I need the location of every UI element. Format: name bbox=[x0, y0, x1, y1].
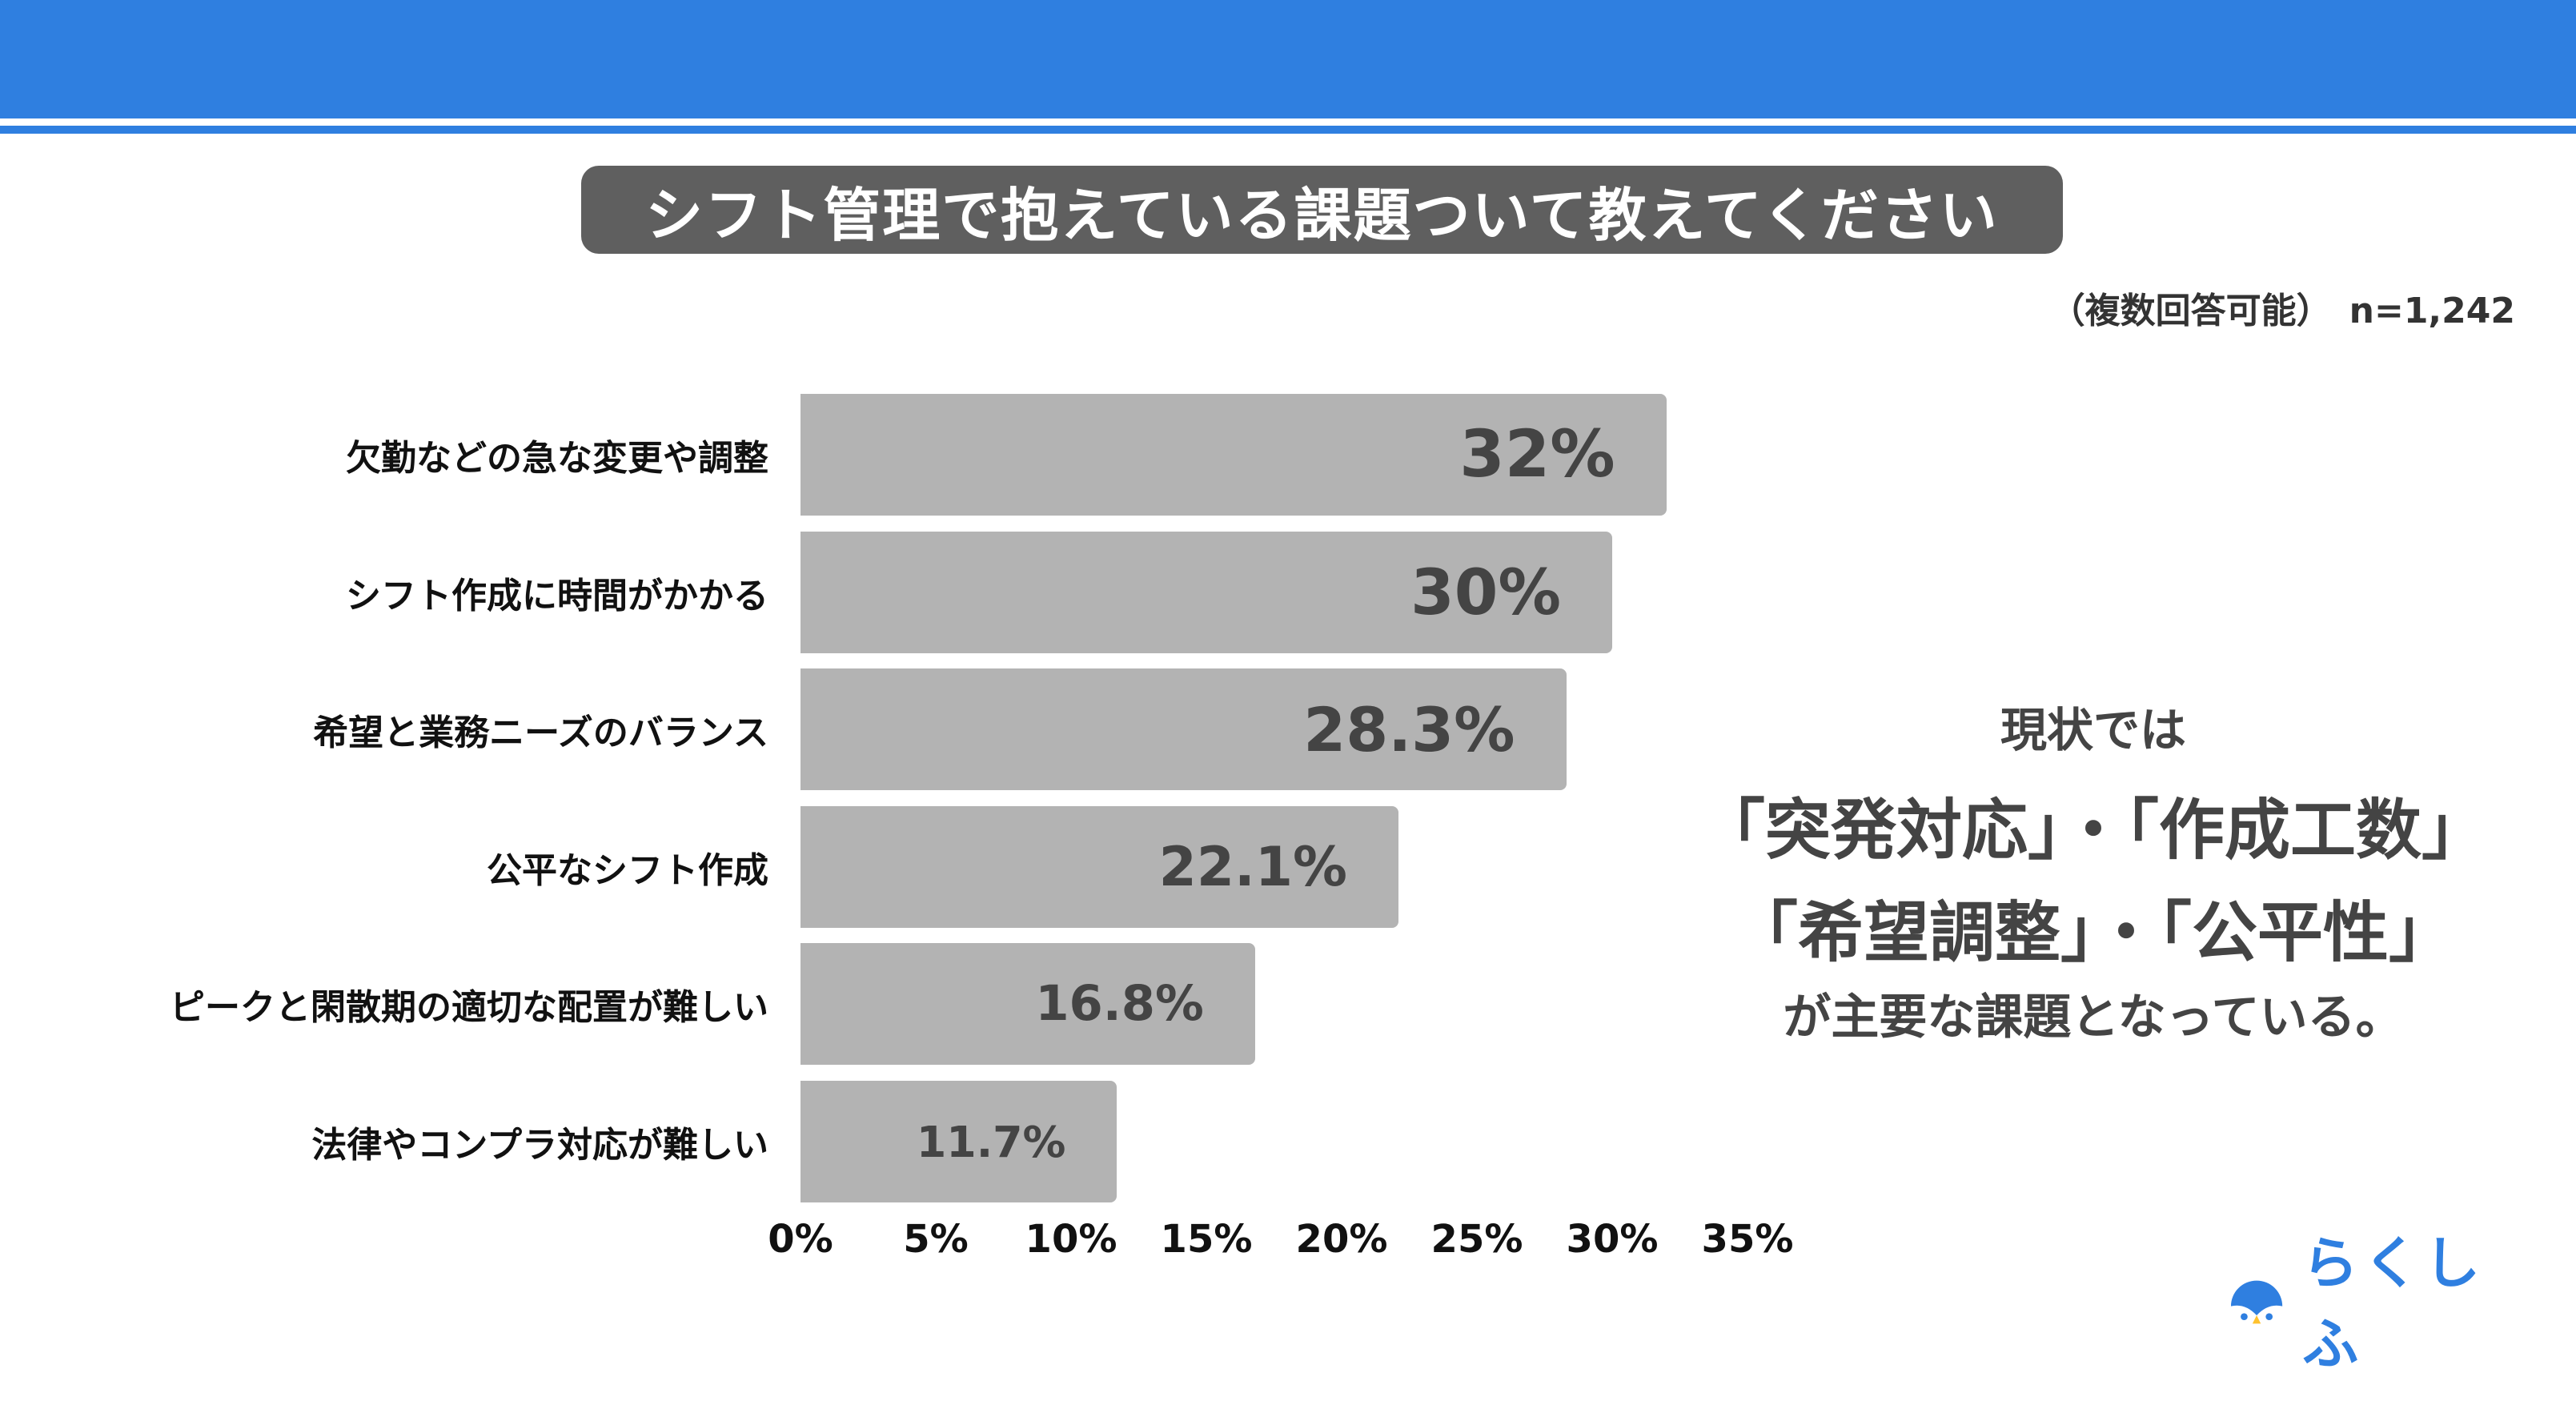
value-label: 32% bbox=[1459, 417, 1615, 492]
bar bbox=[800, 531, 1612, 653]
x-tick-label: 35% bbox=[1701, 1217, 1794, 1262]
annotation-line-1: 現状では bbox=[2000, 703, 2186, 757]
value-label: 28.3% bbox=[1303, 693, 1515, 765]
logo-text: らくしふ bbox=[2302, 1230, 2486, 1377]
category-label: 公平なシフト作成 bbox=[487, 849, 768, 891]
category-label: 欠勤などの急な変更や調整 bbox=[346, 438, 768, 479]
annotation-line-4: が主要な課題となっている。 bbox=[1783, 990, 2404, 1046]
annotation-line-3: 「希望調整」・「公平性」 bbox=[1731, 895, 2454, 971]
x-tick-label: 30% bbox=[1566, 1217, 1659, 1262]
category-label: 法律やコンプラ対応が難しい bbox=[311, 1125, 768, 1166]
value-label: 30% bbox=[1410, 555, 1561, 629]
x-tick-label: 5% bbox=[903, 1217, 969, 1262]
sample-note: （複数回答可能） n=1,242 bbox=[2049, 291, 2515, 331]
bar bbox=[800, 943, 1255, 1066]
chart-title: シフト管理で抱えている課題ついて教えてください bbox=[581, 166, 2063, 254]
x-tick-label: 15% bbox=[1160, 1217, 1253, 1262]
category-label: シフト作成に時間がかかる bbox=[346, 575, 768, 616]
bar bbox=[800, 1081, 1117, 1202]
bar bbox=[800, 805, 1398, 928]
annotation-line-2: 「突発対応」・「作成工数」 bbox=[1699, 793, 2487, 869]
value-label: 16.8% bbox=[1035, 976, 1204, 1033]
bar bbox=[800, 394, 1667, 516]
value-label: 11.7% bbox=[916, 1116, 1066, 1167]
x-tick-label: 10% bbox=[1025, 1217, 1117, 1262]
bar bbox=[800, 668, 1567, 791]
category-label: ピークと閑散期の適切な配置が難しい bbox=[170, 987, 768, 1029]
x-tick-label: 0% bbox=[768, 1217, 833, 1262]
x-tick-label: 25% bbox=[1430, 1217, 1523, 1262]
value-label: 22.1% bbox=[1158, 835, 1347, 899]
rakushifu-logo: らくしふ bbox=[2225, 1230, 2514, 1377]
header-bar bbox=[0, 0, 2576, 118]
header-divider bbox=[0, 126, 2576, 134]
penguin-icon bbox=[2230, 1280, 2283, 1323]
category-label: 希望と業務ニーズのバランス bbox=[313, 713, 768, 754]
x-tick-label: 20% bbox=[1295, 1217, 1388, 1262]
